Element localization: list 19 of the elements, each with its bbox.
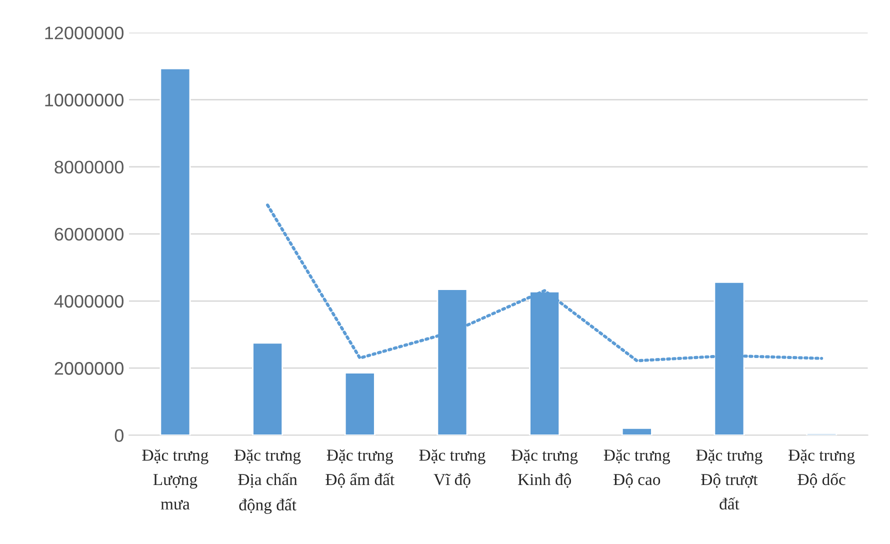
y-tick-label: 8000000 <box>54 160 124 174</box>
y-tick-label: 4000000 <box>54 294 124 308</box>
y-tick-label: 12000000 <box>45 26 124 40</box>
y-tick-label: 2000000 <box>54 362 124 375</box>
y-tick-label: 6000000 <box>54 228 124 241</box>
x-tick-label: Đặc trưng Độ trượt đất <box>696 449 762 510</box>
y-tick-label: 0 <box>114 429 124 442</box>
x-tick-label: Đặc trưng Địa chấn động đất <box>234 449 301 514</box>
bar <box>344 372 376 436</box>
x-tick-label: Đặc trưng Độ cao <box>604 449 670 488</box>
x-tick-label: Đặc trưng Lượng mưa <box>142 449 208 510</box>
bar <box>160 68 191 436</box>
x-tick-label: Đặc trưng Độ dốc <box>788 449 855 488</box>
x-tick-label: Đặc trưng Vĩ độ <box>419 449 486 488</box>
bar <box>621 427 652 436</box>
y-tick-label: 10000000 <box>45 94 124 106</box>
bar <box>252 342 284 436</box>
x-tick-label: Đặc trưng Kinh độ <box>512 449 578 488</box>
x-tick-label: Đặc trưng Độ ẩm đất <box>326 449 395 488</box>
